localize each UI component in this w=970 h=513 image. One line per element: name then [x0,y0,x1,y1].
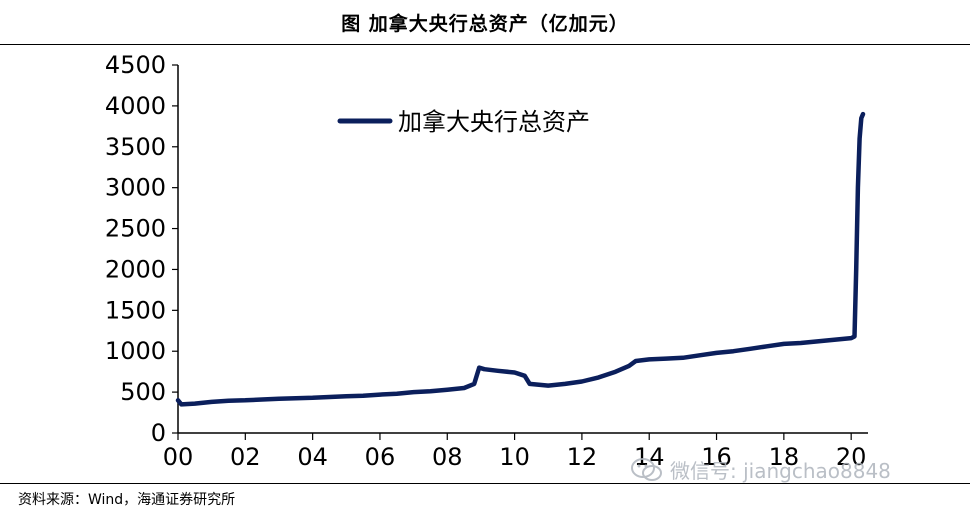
data-point [598,377,599,378]
y-tick-label: 500 [120,378,166,406]
data-point [750,348,751,349]
wechat-icon [631,457,662,481]
watermark: 微信号: jiangchao8848 [630,455,891,484]
data-point [464,388,465,389]
data-point [396,393,397,394]
data-point [548,385,549,386]
x-tick-label: 10 [499,443,530,471]
data-point [767,346,768,347]
data-point [312,397,313,398]
data-point [800,343,801,344]
data-point [856,269,857,270]
x-tick-label: 20 [836,443,867,471]
x-tick-label: 00 [163,443,194,471]
data-point [666,358,667,359]
data-point [211,401,212,402]
data-point [329,397,330,398]
data-point [615,371,616,372]
data-point [854,336,855,337]
data-point [859,138,860,139]
x-tick-label: 12 [567,443,598,471]
x-tick-label: 16 [701,443,732,471]
y-tick-label: 1000 [105,337,166,365]
data-point [524,375,525,376]
data-point [783,343,784,344]
y-tick-label: 3500 [105,133,166,161]
legend-label: 加拿大央行总资产 [398,108,590,136]
data-point [479,367,480,368]
x-tick-label: 02 [230,443,261,471]
data-point [635,361,636,362]
data-point [733,351,734,352]
data-point [295,398,296,399]
data-point [484,369,485,370]
data-point [447,389,448,390]
data-point [497,370,498,371]
source-note: 资料来源：Wind，海通证券研究所 [18,492,236,508]
data-point [245,400,246,401]
data-point [863,114,864,115]
data-point [262,399,263,400]
data-point [649,359,650,360]
data-point [834,339,835,340]
data-point [474,383,475,384]
y-tick-label: 4500 [105,51,166,79]
line-chart: 0 500 1000 1500 2000 2500 3000 3500 4000 4500 00 02… [105,51,868,471]
chart-title-bar: 图 加拿大央行总资产（亿加元） [0,0,970,45]
y-tick-label: 3000 [105,174,166,202]
data-point [413,392,414,393]
data-point [279,398,280,399]
footer-divider [0,483,970,484]
data-point [514,372,515,373]
data-point [682,357,683,358]
y-tick-label: 0 [151,419,166,447]
data-point [363,395,364,396]
data-point [581,381,582,382]
data-point [716,352,717,353]
data-point [861,118,862,119]
data-point [699,355,700,356]
data-point [380,394,381,395]
data-point [629,365,630,366]
data-point [194,403,195,404]
x-tick-label: 04 [297,443,328,471]
data-point [181,404,182,405]
x-tick-label: 08 [432,443,463,471]
chart-title: 图 加拿大央行总资产（亿加元） [341,12,629,35]
data-point [228,400,229,401]
data-point [178,400,179,401]
data-point [529,383,530,384]
x-tick-label: 06 [365,443,396,471]
y-tick-label: 2500 [105,215,166,243]
watermark-text: 微信号: jiangchao8848 [670,459,891,483]
y-tick-label: 2000 [105,255,166,283]
data-point [430,391,431,392]
data-point [851,338,852,339]
data-point [857,187,858,188]
x-tick-label: 18 [769,443,800,471]
y-tick-label: 1500 [105,296,166,324]
data-point [565,383,566,384]
y-tick-label: 4000 [105,92,166,120]
series-line [175,111,866,407]
data-point [346,396,347,397]
data-point [817,341,818,342]
